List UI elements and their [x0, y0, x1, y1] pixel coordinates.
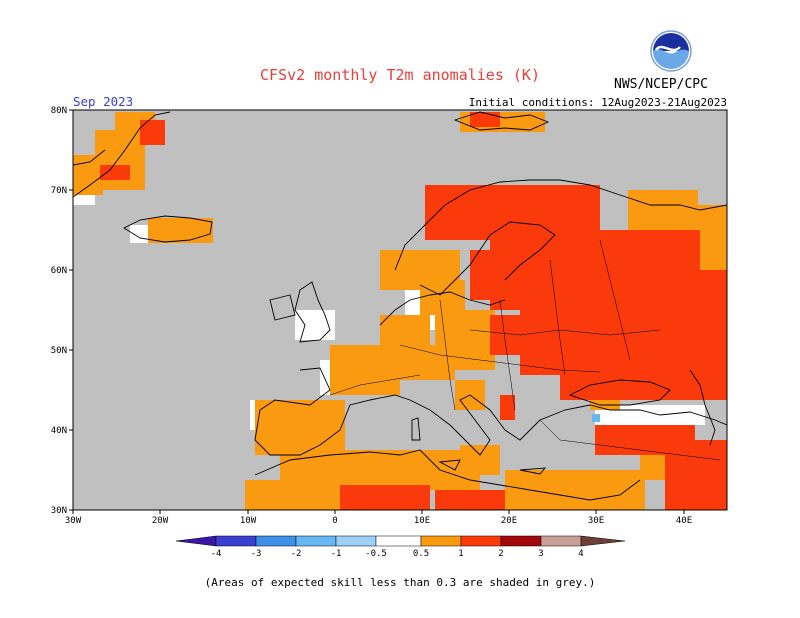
skill-footnote: (Areas of expected skill less than 0.3 a… — [204, 576, 596, 589]
anomaly-1-to-2 — [100, 112, 727, 510]
colorbar-label: 1 — [458, 549, 463, 559]
lon-tick-label: 10W — [240, 516, 257, 526]
colorbar-segment — [420, 535, 462, 547]
colorbar-segment — [580, 535, 626, 547]
country-borders — [329, 239, 721, 461]
colorbar-labels: -4 -3 -2 -1 -0.5 0.5 1 2 3 4 — [211, 549, 584, 559]
colorbar-segment — [255, 535, 297, 547]
colorbar-label: -4 — [211, 549, 222, 559]
colorbar-segment — [500, 535, 542, 547]
colorbar-segment — [540, 535, 582, 547]
chart-title: CFSv2 monthly T2m anomalies (K) — [260, 66, 540, 84]
colorbar-label: 2 — [498, 549, 503, 559]
lon-tick-label: 0 — [332, 516, 337, 526]
lat-tick-label: 80N — [51, 106, 67, 116]
colorbar-label: 4 — [578, 549, 583, 559]
lat-axis: 80N 70N 60N 50N 40N 30N — [51, 106, 73, 516]
lon-tick-label: 40E — [676, 516, 692, 526]
colorbar-label: -3 — [251, 549, 262, 559]
lat-tick-label: 60N — [51, 266, 67, 276]
map-background — [73, 110, 727, 510]
colorbar — [175, 535, 626, 547]
neutral-land-areas — [73, 195, 705, 430]
lon-tick-label: 10E — [414, 516, 430, 526]
noaa-logo — [650, 30, 692, 72]
colorbar-segment — [175, 535, 217, 547]
colorbar-segment — [335, 535, 377, 547]
initial-conditions: Initial conditions: 12Aug2023-21Aug2023 — [468, 96, 727, 109]
lat-tick-label: 50N — [51, 346, 67, 356]
lat-tick-label: 30N — [51, 506, 67, 516]
colorbar-label: 3 — [538, 549, 543, 559]
lon-axis: 30W 20W 10W 0 10E 20E 30E 40E — [65, 510, 692, 526]
lon-tick-label: 20W — [152, 516, 169, 526]
colorbar-label: 0.5 — [413, 549, 429, 559]
lon-tick-label: 20E — [501, 516, 517, 526]
agency-label: NWS/NCEP/CPC — [614, 77, 708, 92]
coastlines — [73, 111, 727, 501]
colorbar-segment — [215, 535, 257, 547]
colorbar-segment — [375, 535, 422, 547]
lon-tick-label: 30W — [65, 516, 82, 526]
colorbar-label: -1 — [331, 549, 342, 559]
lon-tick-label: 30E — [588, 516, 604, 526]
anomaly-cool-cell — [592, 414, 600, 422]
lat-tick-label: 70N — [51, 186, 67, 196]
colorbar-label: -0.5 — [365, 549, 387, 559]
forecast-period: Sep 2023 — [73, 94, 134, 109]
colorbar-label: -2 — [291, 549, 302, 559]
map-frame — [72, 109, 728, 511]
anomaly-0-5-to-1 — [73, 112, 727, 510]
colorbar-segment — [295, 535, 337, 547]
lat-tick-label: 40N — [51, 426, 67, 436]
colorbar-segment — [460, 535, 502, 547]
